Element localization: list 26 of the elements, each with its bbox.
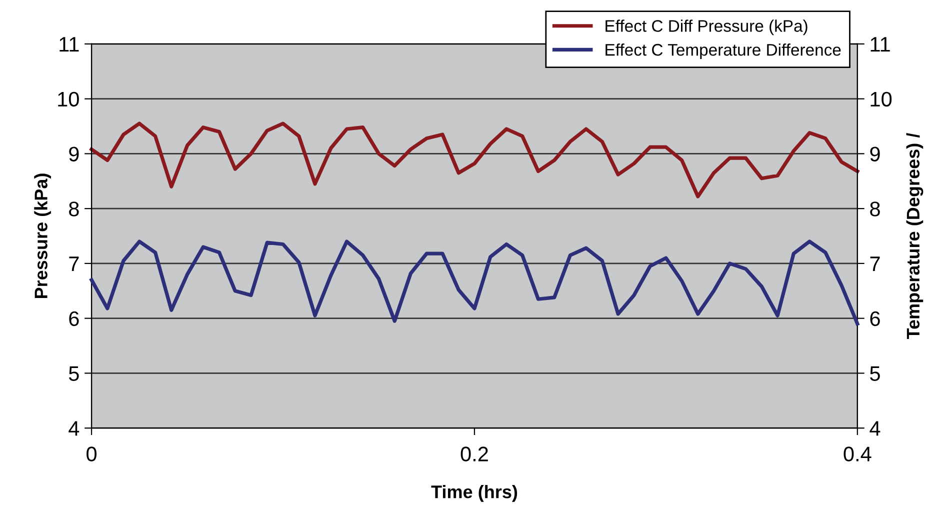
y2-tick-label: 5 xyxy=(870,366,880,381)
line-series xyxy=(90,240,860,326)
y2-tick-label: 9 xyxy=(870,146,880,162)
y2-tick-label: 7 xyxy=(870,256,880,271)
y-tick-label: 8 xyxy=(69,202,79,216)
y2-tick-label: 11 xyxy=(870,37,890,52)
x-tick-label: 0.2 xyxy=(460,446,488,462)
y2-tick-label: 4 xyxy=(870,421,880,436)
y-tick-label: 5 xyxy=(68,366,79,381)
x-tick-label: 0.4 xyxy=(844,446,872,462)
legend-label: Effect C Temperature Difference xyxy=(606,43,841,60)
y-tick-label: 9 xyxy=(69,146,79,162)
y-tick-label: 7 xyxy=(69,256,79,271)
y-tick-label: 4 xyxy=(68,421,80,436)
y2-tick-label: 10 xyxy=(870,92,892,107)
y-axis-title: Pressure (kPa) xyxy=(34,174,51,298)
legend-label: Effect C Diff Pressure (kPa) xyxy=(606,20,808,36)
y2-tick-label: 6 xyxy=(870,311,880,326)
x-axis-title: Time (hrs) xyxy=(431,484,518,502)
x-tick-label: 0 xyxy=(86,446,97,462)
y2-tick-label: 8 xyxy=(870,202,880,216)
y-tick-label: 6 xyxy=(69,311,79,326)
line-series xyxy=(90,122,860,198)
y2-axis-title: Temperature (Degrees) / xyxy=(906,132,924,339)
y-tick-label: 11 xyxy=(60,37,79,52)
y-tick-label: 10 xyxy=(58,92,79,107)
